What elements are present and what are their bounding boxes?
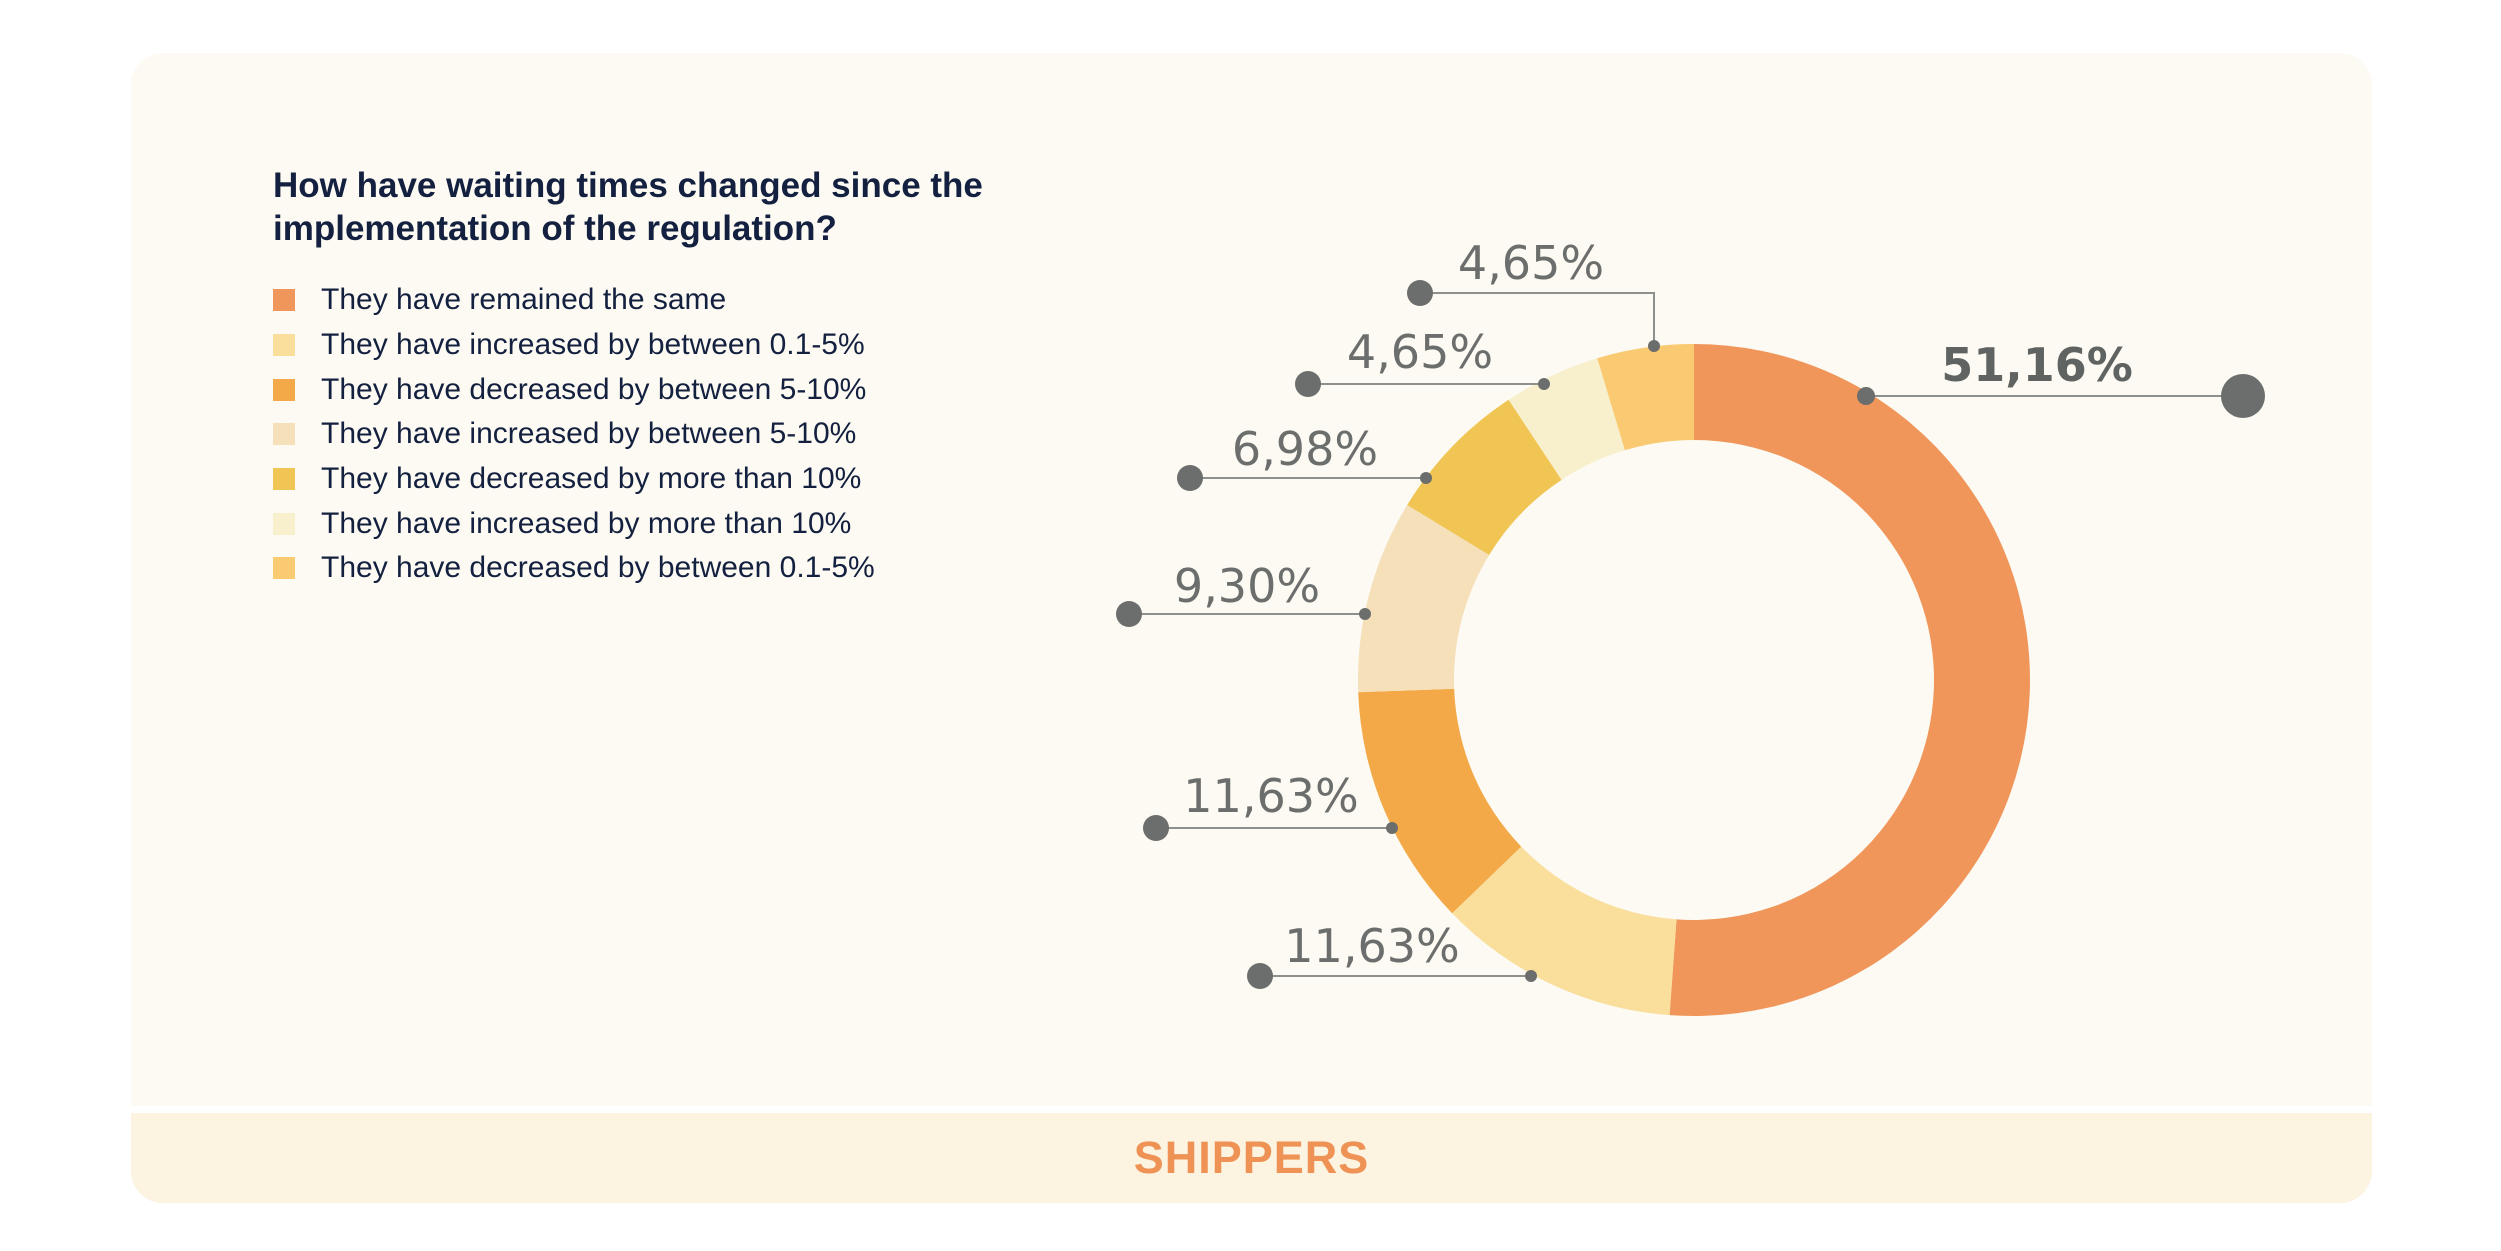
- footer-label: SHIPPERS: [1133, 1132, 1370, 1183]
- legend-item: They have decreased by between 0.1-5%: [273, 546, 875, 591]
- callout: 6,98%: [1177, 422, 1432, 491]
- leader-anchor-dot: [1538, 378, 1550, 390]
- leader-end-dot: [2221, 374, 2265, 418]
- donut-slice: [1358, 688, 1522, 914]
- data-label: 51,16%: [1941, 338, 2133, 392]
- donut-slice: [1597, 344, 1694, 451]
- leader-anchor-dot: [1359, 608, 1371, 620]
- legend-item: They have increased by between 0.1-5%: [273, 323, 875, 368]
- legend-label: They have decreased by between 5-10%: [321, 372, 867, 406]
- data-label: 4,65%: [1458, 236, 1604, 290]
- callout: 4,65%: [1407, 236, 1660, 352]
- donut-slice: [1358, 504, 1490, 693]
- leader-anchor-dot: [1525, 970, 1537, 982]
- legend-label: They have decreased by more than 10%: [321, 462, 862, 496]
- leader-end-dot: [1407, 280, 1433, 306]
- legend-item: They have decreased by more than 10%: [273, 457, 875, 502]
- data-label: 9,30%: [1174, 559, 1320, 613]
- legend-item: They have increased by more than 10%: [273, 501, 875, 546]
- legend-swatch: [273, 423, 295, 446]
- legend-swatch: [273, 557, 295, 580]
- donut-slice: [1452, 846, 1677, 1016]
- callout: 9,30%: [1116, 559, 1371, 627]
- leader-line: [1420, 292, 1655, 346]
- donut-slice: [1407, 399, 1562, 555]
- leader-end-dot: [1116, 601, 1142, 627]
- data-label: 11,63%: [1284, 919, 1459, 973]
- data-label: 6,98%: [1232, 422, 1378, 476]
- legend: They have remained the same They have inc…: [273, 278, 875, 591]
- leader-anchor-dot: [1857, 387, 1875, 405]
- callout: 11,63%: [1247, 919, 1537, 989]
- legend-swatch: [273, 334, 295, 357]
- legend-swatch: [273, 512, 295, 535]
- leader-anchor-dot: [1386, 822, 1398, 834]
- legend-label: They have increased by between 0.1-5%: [321, 328, 865, 362]
- callout: 51,16%: [1857, 338, 2265, 418]
- legend-swatch: [273, 378, 295, 401]
- donut-slice: [1508, 358, 1625, 480]
- legend-label: They have increased by between 5-10%: [321, 417, 857, 451]
- leader-end-dot: [1295, 371, 1321, 397]
- footer-band: SHIPPERS: [131, 1113, 2372, 1203]
- legend-label: They have decreased by between 0.1-5%: [321, 551, 875, 585]
- legend-label: They have increased by more than 10%: [321, 506, 852, 540]
- leader-end-dot: [1177, 465, 1203, 491]
- legend-swatch: [273, 289, 295, 312]
- leader-end-dot: [1247, 963, 1273, 989]
- leader-end-dot: [1143, 815, 1169, 841]
- donut-slice: [1669, 344, 2030, 1016]
- data-label: 11,63%: [1183, 769, 1358, 823]
- leader-anchor-dot: [1648, 340, 1660, 352]
- callout: 4,65%: [1295, 325, 1550, 397]
- legend-item: They have decreased by between 5-10%: [273, 367, 875, 412]
- leader-anchor-dot: [1420, 472, 1432, 484]
- data-label: 4,65%: [1347, 325, 1493, 379]
- legend-item: They have increased by between 5-10%: [273, 412, 875, 457]
- callout: 11,63%: [1143, 769, 1398, 841]
- legend-swatch: [273, 468, 295, 491]
- chart-title: How have waiting times changed since the…: [273, 166, 983, 248]
- legend-item: They have remained the same: [273, 278, 875, 323]
- legend-label: They have remained the same: [321, 283, 727, 317]
